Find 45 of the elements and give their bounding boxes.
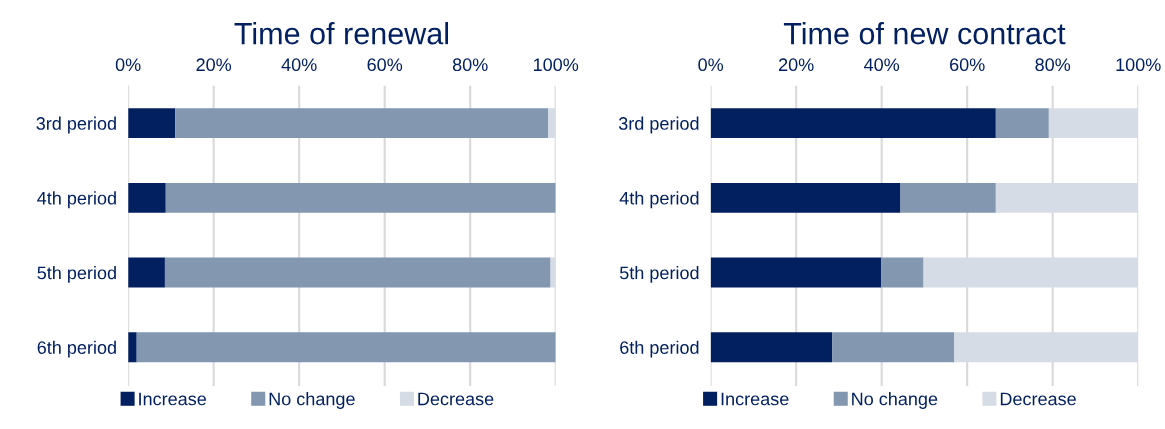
bar — [128, 108, 176, 139]
legend-label: No change — [852, 392, 938, 409]
chart-title: Time of renewal — [234, 21, 448, 45]
bar — [832, 332, 955, 363]
x-tick-label: 60% — [950, 58, 985, 72]
legend-label: No change — [269, 392, 355, 409]
bar — [710, 257, 882, 288]
x-tick-label: 100% — [1116, 58, 1161, 72]
y-tick-label: 4th period — [37, 191, 116, 209]
x-tick-label: 80% — [1035, 58, 1071, 72]
y-tick-label: 5th period — [619, 266, 699, 283]
y-tick-label: 5th period — [37, 266, 116, 283]
x-tick-label: 100% — [533, 58, 579, 72]
x-tick-label: 20% — [779, 58, 814, 72]
bar — [136, 332, 556, 363]
bar — [164, 257, 551, 288]
x-tick-label: 0% — [698, 58, 724, 72]
bar — [175, 108, 549, 139]
y-tick-label: 3rd period — [36, 116, 116, 134]
bar — [710, 108, 996, 139]
x-tick-label: 80% — [452, 58, 488, 72]
bar — [128, 257, 165, 288]
x-tick-label: 0% — [115, 58, 141, 72]
chart-title: Time of new contract — [783, 21, 1066, 45]
y-tick-label: 6th period — [37, 340, 116, 358]
bar — [128, 332, 137, 363]
bar — [900, 182, 996, 213]
bar — [995, 108, 1049, 139]
x-tick-label: 60% — [367, 58, 403, 72]
x-tick-label: 40% — [281, 58, 317, 72]
bar — [881, 257, 924, 288]
legend-label: Increase — [139, 392, 206, 406]
y-tick-label: 3rd period — [618, 116, 699, 134]
bar — [165, 182, 556, 213]
bar — [128, 182, 166, 213]
legend-label: Decrease — [418, 392, 494, 406]
y-tick-label: 6th period — [620, 340, 699, 358]
bar — [710, 182, 901, 213]
x-tick-label: 40% — [864, 58, 900, 72]
x-tick-label: 20% — [196, 58, 232, 72]
legend-label: Increase — [721, 392, 789, 406]
y-tick-label: 4th period — [619, 191, 699, 209]
bar — [548, 108, 556, 139]
bar — [710, 332, 833, 363]
legend-label: Decrease — [1000, 392, 1076, 406]
